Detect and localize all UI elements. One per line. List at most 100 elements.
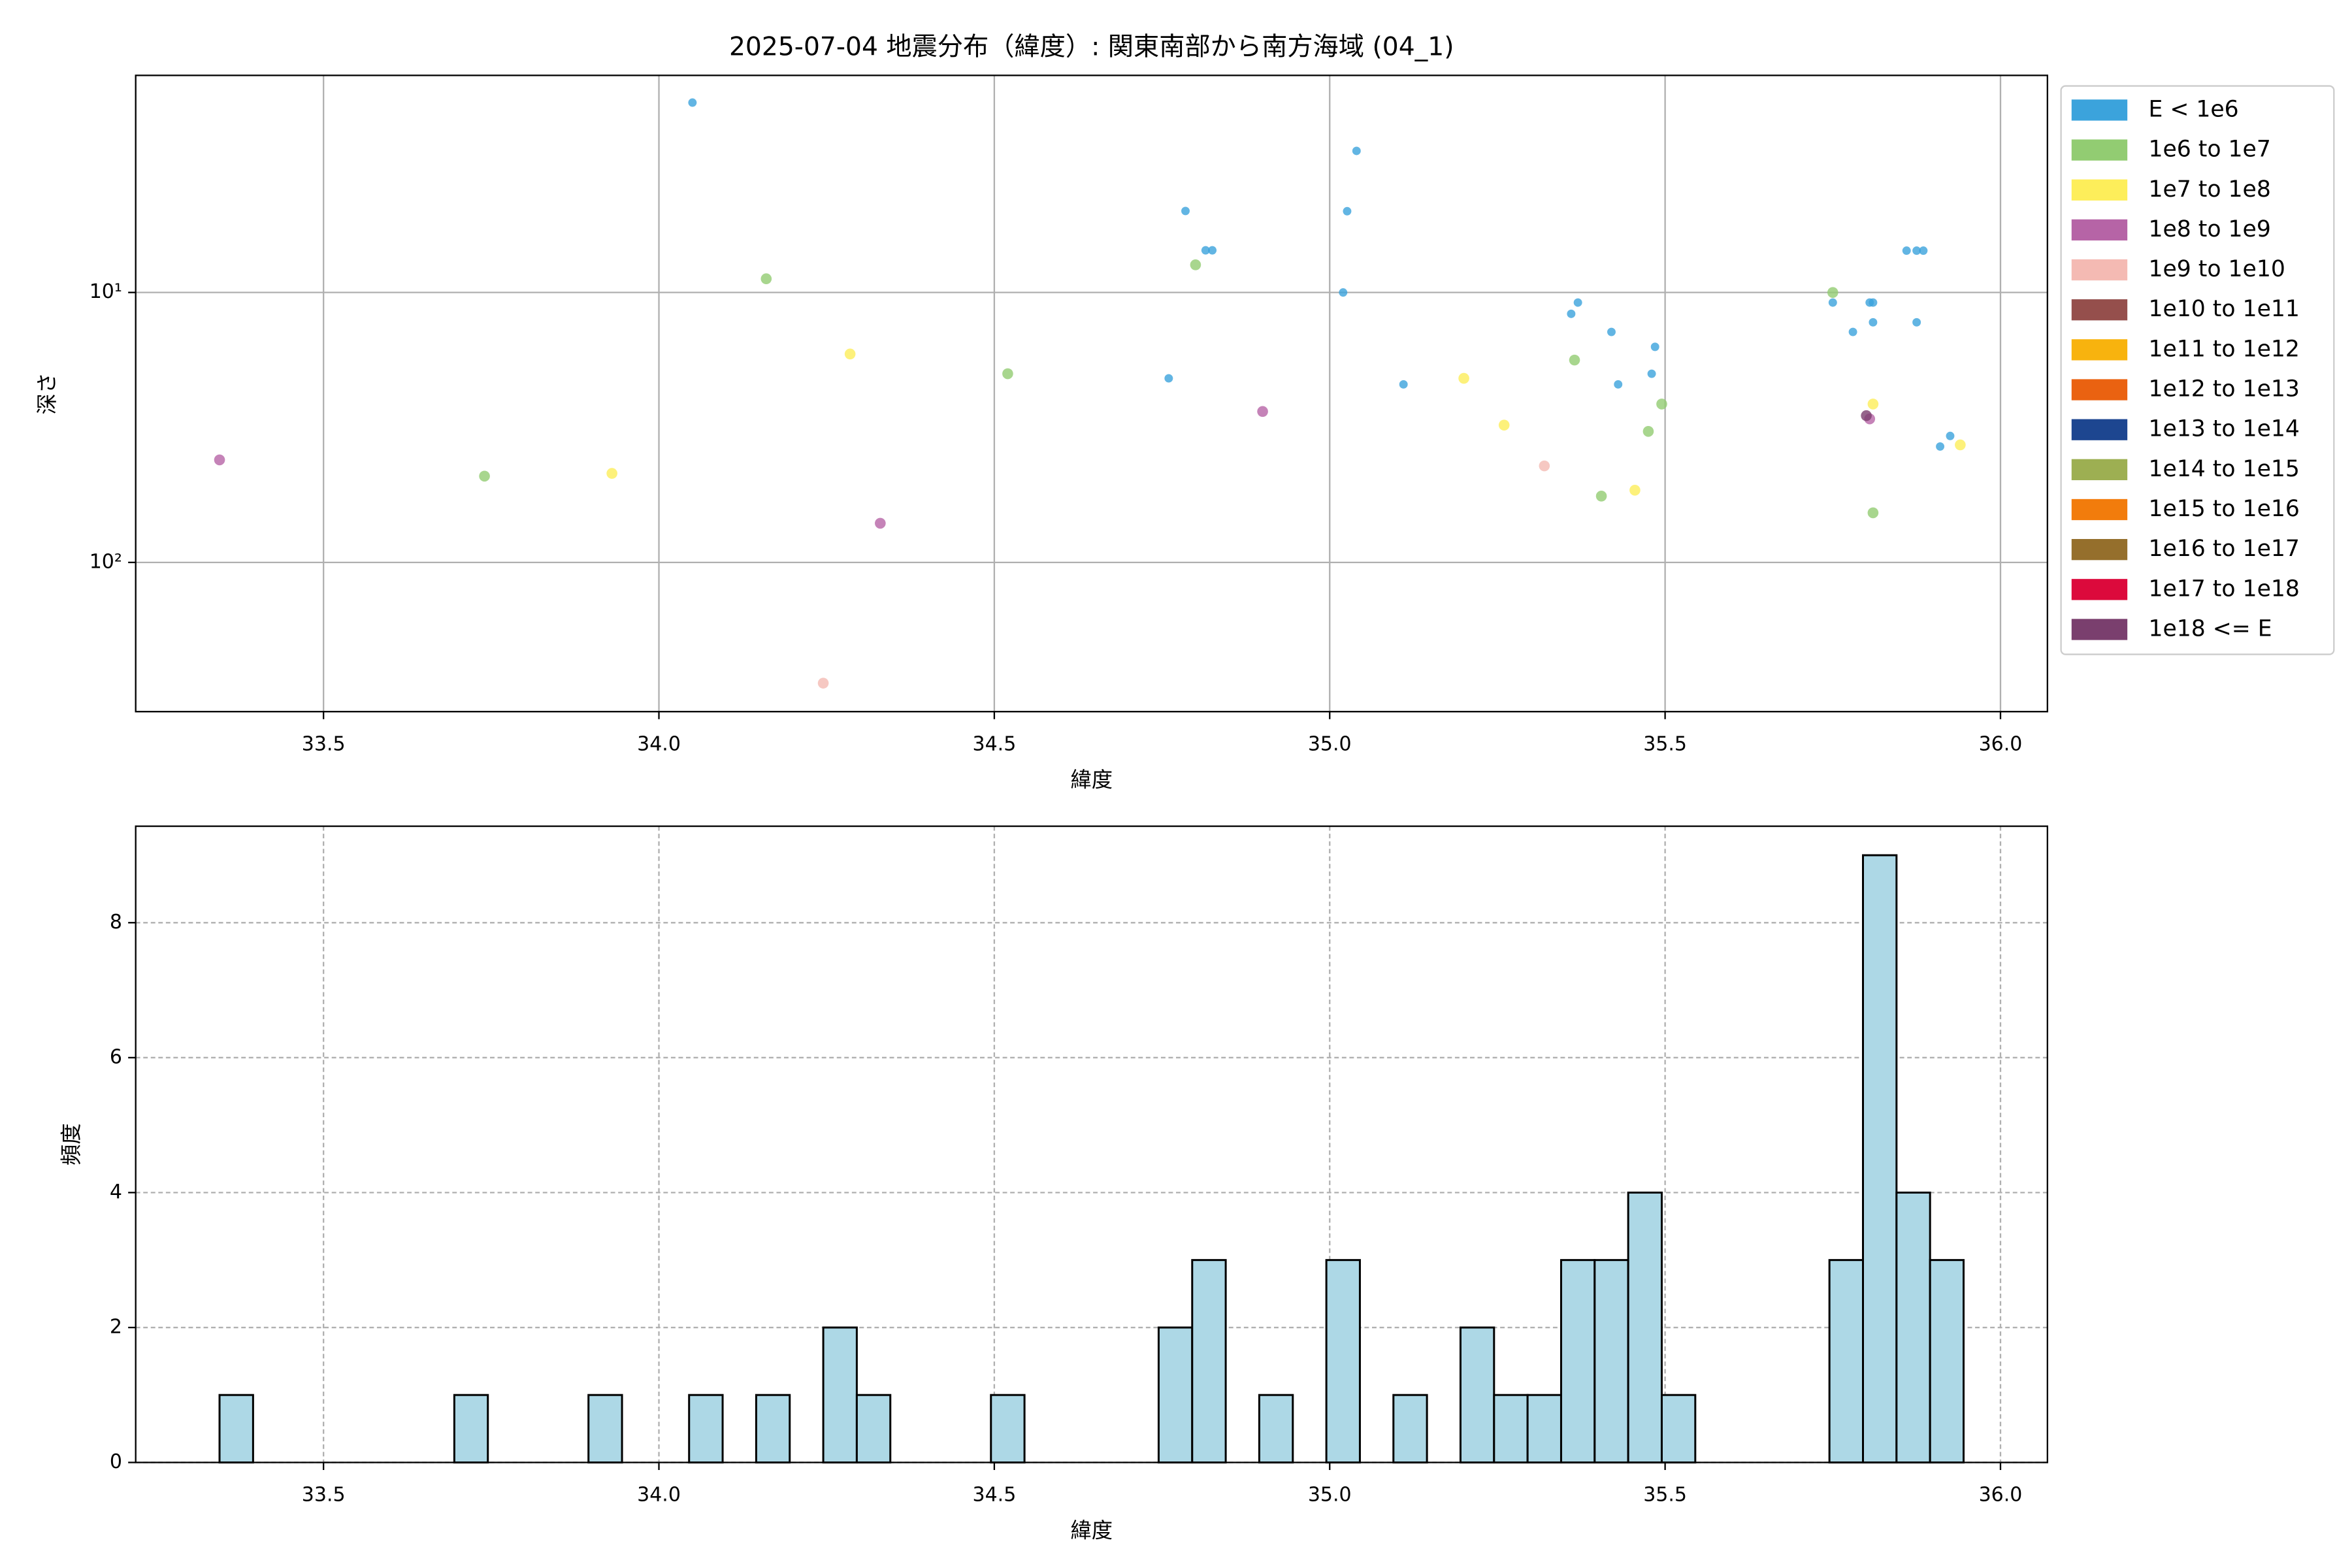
x-tick-label: 34.0	[637, 733, 681, 756]
legend-swatch	[2071, 459, 2128, 480]
scatter-point	[844, 348, 856, 360]
histogram-bar	[1861, 854, 1898, 1463]
histogram-bar	[1157, 1326, 1194, 1463]
histogram-bar	[1325, 1259, 1361, 1463]
x-tick-label: 34.5	[972, 733, 1016, 756]
legend-label: 1e16 to 1e17	[2148, 536, 2299, 562]
histogram-bar	[1392, 1394, 1428, 1463]
y-tick-label: 2	[110, 1315, 122, 1338]
scatter-point	[1946, 431, 1955, 440]
legend-swatch	[2071, 299, 2128, 321]
y-tick-label: 10²	[90, 550, 122, 573]
scatter-point	[1902, 246, 1911, 255]
legend-label: E < 1e6	[2148, 96, 2238, 122]
histogram-bar	[1660, 1394, 1697, 1463]
scatter-point	[1650, 342, 1659, 351]
legend-swatch	[2071, 259, 2128, 281]
x-tick-label: 36.0	[1979, 733, 2023, 756]
scatter-point	[760, 273, 772, 285]
x-tick-label: 34.5	[972, 1484, 1016, 1507]
scatter-point	[1539, 460, 1550, 472]
histogram-bar	[1828, 1259, 1864, 1463]
legend-swatch	[2071, 619, 2128, 640]
histogram-bar	[1493, 1394, 1529, 1463]
scatter-point	[1861, 410, 1872, 421]
legend-label: 1e13 to 1e14	[2148, 416, 2299, 442]
scatter-point	[1352, 146, 1361, 155]
scatter-point	[1614, 380, 1623, 389]
histogram-bar	[1627, 1191, 1663, 1463]
scatter-point	[479, 470, 490, 482]
histogram-bar	[587, 1394, 623, 1463]
scatter-point	[1201, 246, 1210, 255]
legend-swatch	[2071, 99, 2128, 121]
x-tick-label: 34.0	[637, 1484, 681, 1507]
histogram-bar	[855, 1394, 892, 1463]
y-axis-label: 頻度	[59, 1123, 84, 1166]
scatter-point	[1257, 406, 1268, 417]
scatter-point	[688, 98, 697, 107]
histogram-bar	[822, 1326, 858, 1463]
scatter-point	[1869, 318, 1878, 327]
x-axis-label: 緯度	[1070, 1518, 1113, 1543]
y-tick-label: 8	[110, 911, 122, 934]
scatter-point	[1343, 206, 1352, 216]
legend-swatch	[2071, 139, 2128, 161]
legend-swatch	[2071, 419, 2128, 440]
legend-swatch	[2071, 379, 2128, 400]
histogram-bar	[1560, 1259, 1596, 1463]
histogram-bar	[1191, 1259, 1227, 1463]
scatter-point	[1955, 439, 1966, 451]
y-axis-label: 深さ	[35, 372, 59, 415]
legend-label: 1e15 to 1e16	[2148, 496, 2299, 522]
scatter-point	[1573, 298, 1582, 307]
histogram-bar	[1459, 1326, 1495, 1463]
scatter-point	[1629, 484, 1641, 496]
x-tick-label: 33.5	[302, 733, 346, 756]
legend-swatch	[2071, 219, 2128, 241]
scatter-point	[214, 454, 225, 466]
scatter-point	[1181, 206, 1190, 216]
legend-label: 1e11 to 1e12	[2148, 336, 2299, 362]
legend-swatch	[2071, 539, 2128, 561]
scatter-point	[1828, 298, 1837, 307]
histogram-bar	[755, 1394, 791, 1463]
scatter-point	[1458, 372, 1469, 384]
scatter-point	[1399, 380, 1408, 389]
scatter-point	[606, 468, 617, 479]
histogram-bar	[990, 1394, 1026, 1463]
scatter-point	[1827, 287, 1838, 298]
histogram-bar	[1895, 1191, 1931, 1463]
scatter-point	[1848, 327, 1857, 336]
x-tick-label: 35.5	[1643, 1484, 1687, 1507]
scatter-point	[1867, 399, 1879, 410]
scatter-point	[1912, 318, 1921, 327]
scatter-point	[1869, 298, 1878, 307]
scatter-point	[1569, 354, 1580, 366]
scatter-point	[1919, 246, 1928, 255]
x-axis-label: 緯度	[1070, 767, 1113, 792]
x-tick-label: 36.0	[1979, 1484, 2023, 1507]
legend-label: 1e12 to 1e13	[2148, 376, 2299, 402]
scatter-point	[1912, 246, 1921, 255]
scatter-point	[1607, 327, 1616, 336]
scatter-point	[1498, 419, 1510, 431]
scatter-point	[817, 678, 829, 689]
legend-label: 1e17 to 1e18	[2148, 576, 2299, 602]
legend-swatch	[2071, 179, 2128, 201]
x-tick-label: 35.5	[1643, 733, 1687, 756]
x-tick-label: 35.0	[1308, 733, 1352, 756]
legend-label: 1e8 to 1e9	[2148, 216, 2270, 242]
plot-frame	[135, 74, 2048, 713]
y-tick-label: 0	[110, 1450, 122, 1473]
scatter-point	[1642, 425, 1654, 437]
y-tick-label: 6	[110, 1045, 122, 1068]
legend-label: 1e18 <= E	[2148, 615, 2272, 642]
y-tick-label: 4	[110, 1181, 122, 1203]
legend-label: 1e7 to 1e8	[2148, 176, 2270, 203]
legend-label: 1e9 to 1e10	[2148, 256, 2285, 282]
histogram-bar	[1929, 1259, 1965, 1463]
plot-frame	[135, 825, 2048, 1463]
scatter-point	[1656, 399, 1667, 410]
legend-label: 1e6 to 1e7	[2148, 137, 2270, 163]
